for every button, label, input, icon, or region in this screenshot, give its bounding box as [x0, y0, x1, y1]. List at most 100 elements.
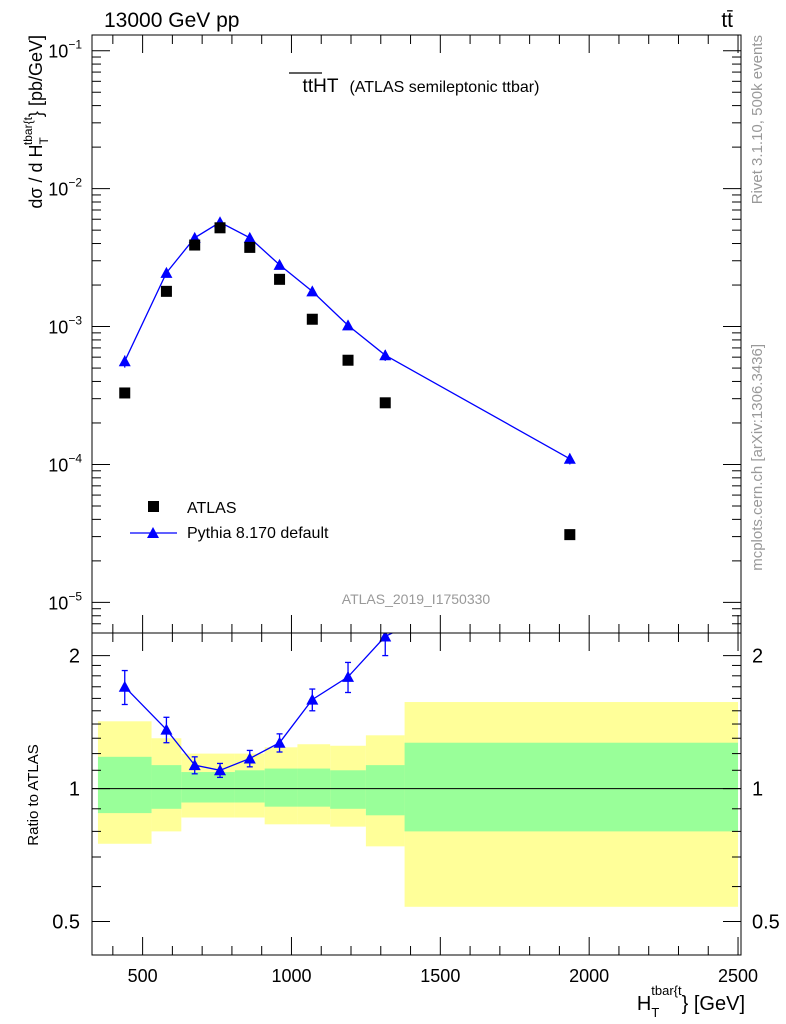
legend-marker-atlas	[148, 501, 159, 512]
main-y-tick-base: 10	[48, 455, 68, 475]
ratio-band-green	[365, 765, 405, 816]
x-axis-label-sub: T	[651, 1005, 659, 1020]
ratio-y-tick-label: 1	[69, 779, 80, 801]
main-y-axis-label-sub: T	[37, 136, 51, 144]
ratio-band-green	[264, 768, 298, 807]
atlas-point	[564, 529, 576, 541]
x-tick-label: 2000	[569, 966, 609, 986]
pythia-point	[563, 452, 576, 464]
atlas-point	[306, 313, 318, 325]
x-axis-label-tail: } [GeV]	[682, 993, 745, 1015]
main-y-tick-labels: 10−510−410−310−210−1	[48, 38, 82, 614]
main-y-axis-label-sup: tbar{t	[21, 116, 35, 145]
atlas-point	[214, 222, 226, 234]
main-panel: 10−510−410−310−210−1 ttHT (ATLAS semilep…	[21, 34, 742, 634]
header-energy-label: 13000 GeV pp	[104, 9, 239, 32]
legend-label-atlas: ATLAS	[187, 500, 237, 517]
pythia-point	[243, 231, 256, 243]
pythia-point	[306, 285, 319, 297]
ratio-plot-area	[118, 633, 394, 779]
main-y-tick-exponent: −4	[68, 451, 82, 465]
analysis-id-label: ATLAS_2019_I1750330	[342, 591, 491, 607]
x-tick-label: 500	[128, 966, 158, 986]
ratio-band-green	[297, 768, 331, 807]
ratio-panel: 500 1000 1500 2000 2500 0.5 0.5 1 1 2 2 Ratio to A…	[25, 632, 780, 1020]
ratio-y-axis-label: Ratio to ATLAS	[25, 744, 42, 845]
main-y-tick-exponent: −3	[68, 314, 82, 328]
plot-title-note: (ATLAS semileptonic ttbar)	[349, 79, 539, 96]
ratio-axis-ticks	[92, 633, 741, 955]
atlas-point	[342, 354, 354, 366]
mcplots-reference-label: mcplots.cern.ch [arXiv:1306.3436]	[749, 344, 766, 571]
pythia-point	[379, 349, 392, 361]
main-y-tick-label: 10−5	[48, 589, 82, 613]
atlas-point	[244, 241, 256, 253]
legend-marker-pythia	[147, 527, 159, 538]
legend: ATLAS Pythia 8.170 default	[130, 500, 329, 542]
pythia-point	[118, 355, 131, 367]
ratio-frame	[91, 632, 742, 956]
ratio-pythia-point	[342, 670, 355, 682]
atlas-point	[379, 397, 391, 409]
ratio-pythia-point	[243, 752, 256, 764]
pythia-point	[160, 266, 173, 278]
pythia-point	[273, 258, 286, 270]
ratio-pythia-point	[188, 759, 201, 771]
x-axis-label: HTtbar{t} [GeV]	[637, 983, 745, 1020]
main-frame	[91, 34, 742, 634]
atlas-point	[160, 285, 172, 297]
main-y-tick-exponent: −2	[68, 176, 82, 190]
ratio-band-green	[330, 770, 366, 809]
ratio-pythia-line	[124, 633, 394, 771]
legend-label-pythia: Pythia 8.170 default	[187, 525, 329, 542]
ratio-y-tick-label-right: 2	[752, 646, 763, 668]
ratio-uncertainty-bands	[92, 702, 741, 907]
main-axis-ticks	[92, 35, 741, 633]
pythia-point	[342, 319, 355, 331]
main-y-tick-label: 10−3	[48, 314, 82, 338]
atlas-point	[119, 387, 131, 399]
ratio-pythia-point	[118, 680, 131, 692]
ratio-pythia-point	[379, 633, 392, 642]
ratio-y-tick-label: 2	[69, 646, 80, 668]
main-y-axis-label: dσ / d HTtbar{t} [pb/GeV]	[21, 35, 51, 209]
x-tick-label: 1500	[420, 966, 460, 986]
main-y-tick-label: 10−2	[48, 176, 82, 200]
ratio-tick-labels: 500 1000 1500 2000 2500 0.5 0.5 1 1 2 2	[52, 646, 780, 986]
main-y-axis-label-tail: } [pb/GeV]	[26, 35, 46, 117]
x-tick-label: 2500	[718, 966, 758, 986]
main-y-tick-base: 10	[48, 593, 68, 613]
main-y-tick-base: 10	[48, 180, 68, 200]
ratio-pythia-point	[160, 723, 173, 735]
x-tick-label: 1000	[271, 966, 311, 986]
main-y-axis-label-main: dσ / d H	[26, 144, 46, 208]
header-process-label: tt̄	[721, 9, 733, 32]
main-y-tick-label: 10−1	[48, 38, 82, 62]
main-y-tick-label: 10−4	[48, 451, 82, 475]
plot-title: ttHT (ATLAS semileptonic ttbar)	[303, 76, 540, 97]
main-y-tick-base: 10	[48, 318, 68, 338]
ratio-band-green	[181, 772, 235, 803]
main-y-tick-exponent: −5	[68, 589, 82, 603]
main-y-tick-exponent: −1	[68, 38, 82, 52]
ratio-pythia-point	[214, 764, 227, 776]
plot-title-main: ttHT	[303, 76, 339, 97]
ratio-y-tick-label-right: 0.5	[752, 912, 780, 934]
atlas-point	[274, 273, 286, 285]
pythia-line	[124, 221, 571, 460]
ratio-y-tick-label-right: 1	[752, 779, 763, 801]
ratio-band-green	[151, 765, 182, 809]
main-plot-area	[118, 216, 576, 541]
rivet-version-label: Rivet 3.1.10, 500k events	[749, 35, 766, 204]
ratio-band-green	[97, 756, 152, 814]
x-axis-label-sup: tbar{t	[651, 983, 682, 998]
x-axis-label-main: H	[637, 993, 651, 1015]
ratio-band-green	[234, 770, 265, 803]
ratio-pythia-point	[306, 693, 319, 705]
ratio-pythia-point	[273, 736, 286, 748]
ratio-band-green	[404, 742, 739, 832]
atlas-point	[189, 239, 201, 251]
ratio-y-tick-label: 0.5	[52, 912, 80, 934]
main-y-tick-base: 10	[48, 42, 68, 62]
